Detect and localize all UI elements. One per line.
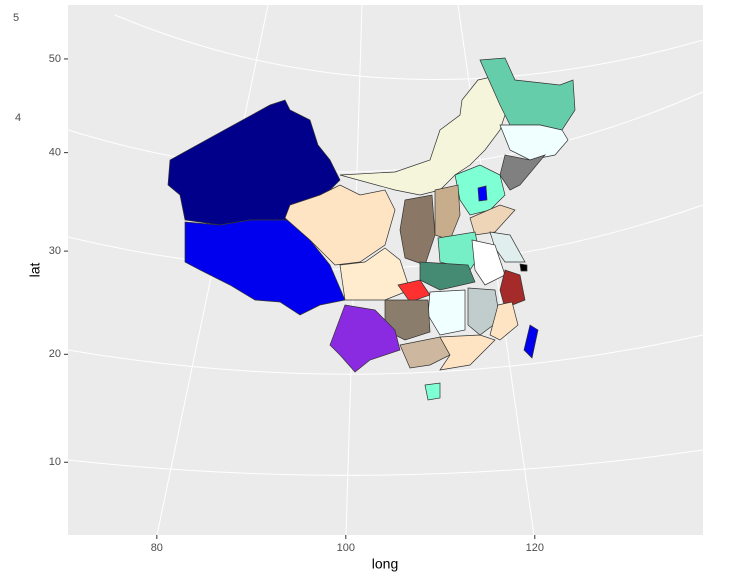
- province: [489, 301, 519, 341]
- parallel: [67, 334, 704, 375]
- province: [439, 334, 496, 371]
- parallel: [114, 14, 704, 81]
- provinces: [167, 57, 576, 401]
- x-tick-label: 120: [526, 542, 544, 554]
- parallel: [67, 449, 704, 476]
- x-tick-label: 100: [337, 542, 355, 554]
- side-note: 4: [15, 112, 21, 124]
- province: [519, 263, 528, 272]
- province: [167, 99, 341, 226]
- x-tick-label: 80: [151, 542, 163, 554]
- province: [434, 184, 461, 241]
- y-axis-title: lat: [27, 263, 43, 278]
- y-tick-label: 30: [49, 245, 61, 257]
- province: [399, 336, 451, 369]
- side-note: 5: [13, 12, 19, 24]
- province: [184, 219, 346, 316]
- province: [523, 324, 539, 359]
- y-tick-label: 10: [49, 456, 61, 468]
- province: [477, 185, 488, 202]
- province: [284, 184, 396, 266]
- province: [424, 382, 441, 401]
- parallel: [67, 91, 704, 173]
- province: [471, 239, 506, 286]
- province: [499, 124, 569, 161]
- y-tick-label: 50: [49, 53, 61, 65]
- y-tick-label: 20: [49, 348, 61, 360]
- province: [419, 261, 476, 291]
- province: [479, 57, 576, 131]
- province: [467, 287, 501, 336]
- y-tick-label: 40: [49, 147, 61, 159]
- province: [499, 269, 526, 309]
- province: [329, 304, 401, 373]
- x-axis-title: long: [372, 556, 398, 572]
